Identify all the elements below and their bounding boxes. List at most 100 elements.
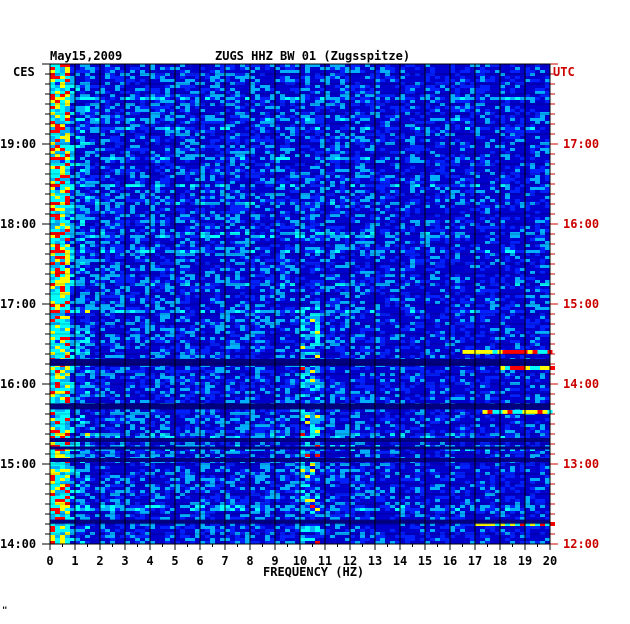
spectrogram-cell xyxy=(525,346,530,349)
spectrogram-cell xyxy=(255,217,260,220)
spectrogram-cell xyxy=(325,163,330,166)
spectrogram-cell xyxy=(220,223,225,226)
spectrogram-cell xyxy=(275,199,280,202)
spectrogram-cell xyxy=(255,67,260,70)
spectrogram-cell xyxy=(450,331,455,334)
spectrogram-cell xyxy=(320,187,325,190)
spectrogram-cell xyxy=(275,265,280,268)
spectrogram-cell xyxy=(100,118,105,121)
spectrogram-cell xyxy=(340,301,345,304)
spectrogram-cell xyxy=(135,346,140,349)
spectrogram-cell xyxy=(435,319,440,322)
spectrogram-cell xyxy=(390,115,395,118)
spectrogram-cell xyxy=(325,148,330,151)
spectrogram-cell xyxy=(450,259,455,262)
spectrogram-cell xyxy=(150,151,155,154)
spectrogram-cell xyxy=(435,187,440,190)
spectrogram-cell xyxy=(60,244,65,247)
spectrogram-cell xyxy=(350,355,355,358)
spectrogram-cell xyxy=(110,67,115,70)
spectrogram-cell xyxy=(430,247,435,250)
spectrogram-cell xyxy=(305,154,310,157)
spectrogram-cell xyxy=(145,277,150,280)
spectrogram-cell xyxy=(90,307,95,310)
spectrogram-cell xyxy=(165,289,170,292)
spectrogram-cell xyxy=(50,73,55,76)
spectrogram-cell xyxy=(50,355,55,358)
spectrogram-cell xyxy=(65,334,70,337)
spectrogram-cell xyxy=(90,178,95,181)
spectrogram-cell xyxy=(140,118,145,121)
spectrogram-cell xyxy=(185,298,190,301)
spectrogram-cell xyxy=(415,259,420,262)
spectrogram-cell xyxy=(320,331,325,334)
spectrogram-cell xyxy=(340,334,345,337)
spectrogram-cell xyxy=(295,238,300,241)
spectrogram-cell xyxy=(75,70,80,73)
spectrogram-cell xyxy=(355,271,360,274)
spectrogram-cell xyxy=(155,313,160,316)
spectrogram-cell xyxy=(255,175,260,178)
spectrogram-cell xyxy=(425,73,430,76)
spectrogram-cell xyxy=(140,124,145,127)
spectrogram-cell xyxy=(270,274,275,277)
spectrogram-cell xyxy=(515,70,520,73)
spectrogram-cell xyxy=(65,160,70,163)
spectrogram-cell xyxy=(335,346,340,349)
spectrogram-cell xyxy=(60,229,65,232)
spectrogram-cell xyxy=(210,223,215,226)
spectrogram-cell xyxy=(370,280,375,283)
spectrogram-cell xyxy=(365,277,370,280)
spectrogram-cell xyxy=(475,175,480,178)
spectrogram-cell xyxy=(110,97,115,100)
spectrogram-cell xyxy=(240,193,245,196)
spectrogram-cell xyxy=(65,274,70,277)
spectrogram-cell xyxy=(535,304,540,307)
spectrogram-cell xyxy=(530,109,535,112)
spectrogram-cell xyxy=(295,331,300,334)
spectrogram-cell xyxy=(330,100,335,103)
spectrogram-cell xyxy=(490,187,495,190)
spectrogram-cell xyxy=(55,259,60,262)
spectrogram-cell xyxy=(515,310,520,313)
spectrogram-cell xyxy=(220,145,225,148)
spectrogram-cell xyxy=(235,97,240,100)
spectrogram-cell xyxy=(235,295,240,298)
spectrogram-cell xyxy=(335,277,340,280)
spectrogram-cell xyxy=(300,127,305,130)
spectrogram-cell xyxy=(500,91,505,94)
spectrogram-cell xyxy=(100,175,105,178)
spectrogram-cell xyxy=(185,199,190,202)
spectrogram-cell xyxy=(320,274,325,277)
spectrogram-cell xyxy=(225,226,230,229)
spectrogram-cell xyxy=(140,247,145,250)
spectrogram-cell xyxy=(105,256,110,259)
spectrogram-cell xyxy=(115,337,120,340)
spectrogram-cell xyxy=(200,163,205,166)
spectrogram-cell xyxy=(175,151,180,154)
spectrogram-cell xyxy=(250,175,255,178)
spectrogram-cell xyxy=(60,190,65,193)
spectrogram-cell xyxy=(255,283,260,286)
spectrogram-cell xyxy=(120,211,125,214)
spectrogram-cell xyxy=(390,241,395,244)
spectrogram-cell xyxy=(180,283,185,286)
spectrogram-cell xyxy=(200,73,205,76)
spectrogram-cell xyxy=(470,208,475,211)
spectrogram-cell xyxy=(275,313,280,316)
spectrogram-cell xyxy=(350,334,355,337)
spectrogram-cell xyxy=(370,214,375,217)
spectrogram-cell xyxy=(60,76,65,79)
spectrogram-cell xyxy=(410,199,415,202)
spectrogram-cell xyxy=(130,307,135,310)
spectrogram-cell xyxy=(235,271,240,274)
spectrogram-cell xyxy=(225,211,230,214)
spectrogram-cell xyxy=(425,76,430,79)
spectrogram-cell xyxy=(545,244,550,247)
spectrogram-cell xyxy=(55,208,60,211)
spectrogram-cell xyxy=(225,202,230,205)
spectrogram-cell xyxy=(75,181,80,184)
spectrogram-cell xyxy=(290,268,295,271)
spectrogram-cell xyxy=(330,64,335,67)
spectrogram-cell xyxy=(140,193,145,196)
